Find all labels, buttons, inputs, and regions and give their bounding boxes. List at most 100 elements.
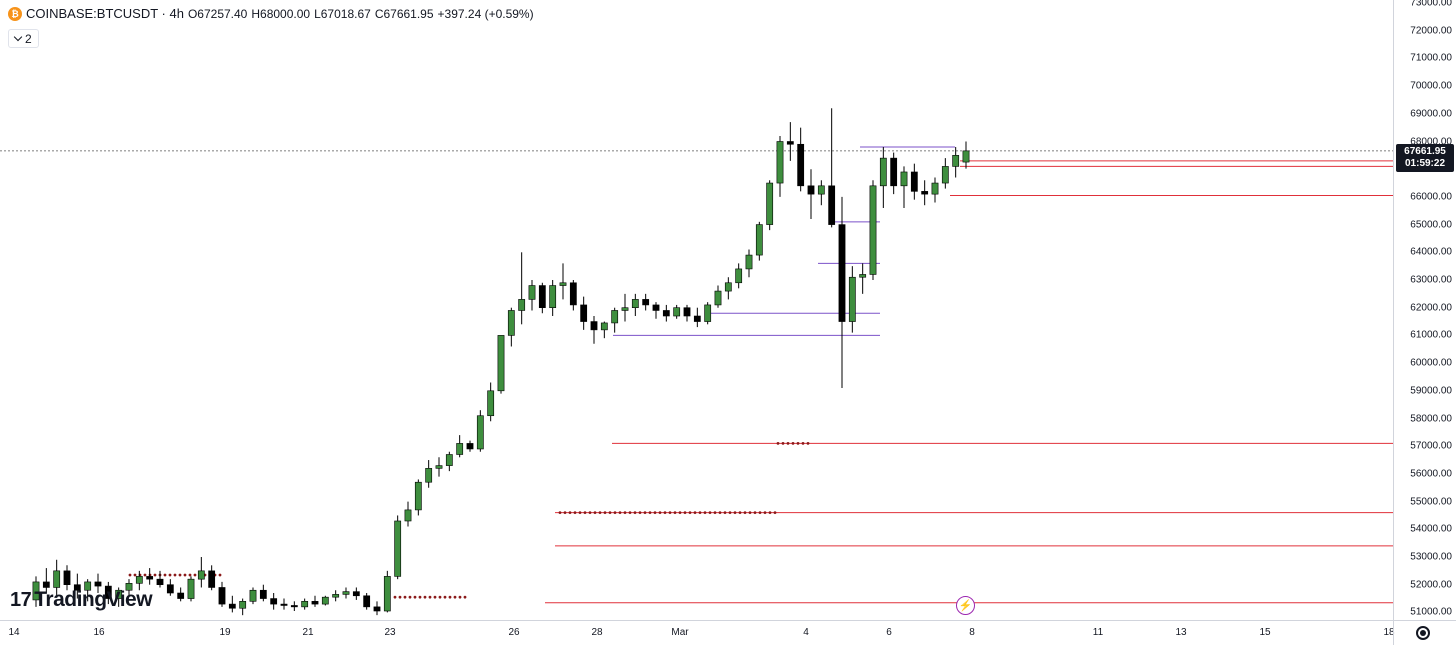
- price-tick-label: 56000.00: [1410, 468, 1452, 480]
- price-tick-label: 72000.00: [1410, 25, 1452, 37]
- lightning-icon[interactable]: ⚡: [956, 596, 975, 615]
- liquidity-dot: [448, 595, 452, 599]
- symbol-title[interactable]: COINBASE:BTCUSDT · 4h: [26, 6, 184, 21]
- liquidity-dot: [678, 511, 682, 515]
- bullish-candle: [673, 307, 681, 317]
- liquidity-dot: [748, 511, 752, 515]
- bullish-candle: [559, 282, 567, 286]
- bullish-candle: [755, 224, 763, 256]
- liquidity-dot: [776, 442, 780, 445]
- candlestick-chart[interactable]: [0, 0, 1393, 620]
- indicators-collapse-button[interactable]: 2: [8, 29, 39, 48]
- bearish-candle: [218, 587, 226, 605]
- liquidity-dot: [428, 595, 432, 599]
- liquidity-dot: [688, 511, 692, 515]
- liquidity-dot: [781, 442, 785, 445]
- bullish-candle: [53, 570, 61, 588]
- tradingview-mark-icon: 17: [10, 588, 32, 611]
- bullish-candle: [239, 601, 247, 609]
- price-scale[interactable]: 73000.00 72000.00 71000.00 70000.00 69000.00…: [1393, 0, 1456, 620]
- tradingview-logo[interactable]: 17 TradingView: [10, 588, 153, 612]
- bullish-candle: [125, 583, 133, 591]
- bullish-candle: [745, 254, 753, 270]
- price-tick-label: 62000.00: [1410, 302, 1452, 314]
- price-tick-label: 66000.00: [1410, 191, 1452, 203]
- bullish-candle: [518, 299, 526, 311]
- liquidity-dot: [786, 442, 790, 445]
- liquidity-dot: [733, 511, 737, 515]
- price-tick-label: 51000.00: [1410, 606, 1452, 618]
- current-price-badge: 67661.95 01:59:22: [1396, 144, 1454, 172]
- liquidity-dot: [393, 595, 397, 599]
- liquidity-dot: [633, 511, 637, 515]
- liquidity-dot: [443, 595, 447, 599]
- bullish-candle: [135, 576, 143, 584]
- liquidity-dot: [791, 442, 795, 445]
- liquidity-dot: [408, 595, 412, 599]
- chart-settings-corner[interactable]: [1393, 620, 1456, 645]
- bullish-candle: [197, 570, 205, 580]
- liquidity-dot: [163, 573, 167, 577]
- liquidity-dot: [128, 573, 132, 577]
- liquidity-dot: [638, 511, 642, 515]
- time-scale[interactable]: 14 16 19 21 23 26 28 Mar 4 6 8 11 13 15 18: [0, 620, 1395, 645]
- liquidity-dot: [403, 595, 407, 599]
- bullish-candle: [487, 390, 495, 417]
- bullish-candle: [724, 282, 732, 292]
- bullish-candle: [445, 454, 453, 466]
- bearish-candle: [921, 191, 929, 195]
- price-tick-label: 52000.00: [1410, 579, 1452, 591]
- liquidity-dot: [463, 595, 467, 599]
- bullish-candle: [497, 335, 505, 392]
- bullish-candle: [848, 276, 856, 322]
- bullish-candle: [249, 589, 257, 602]
- bearish-candle: [838, 224, 846, 322]
- bullish-candle: [611, 310, 619, 324]
- liquidity-dot: [558, 511, 562, 515]
- bearish-candle: [290, 605, 298, 608]
- bullish-candle: [301, 601, 309, 608]
- liquidity-dot: [728, 511, 732, 515]
- bullish-candle: [549, 285, 557, 309]
- liquidity-dot: [693, 511, 697, 515]
- bearish-candle: [94, 581, 102, 587]
- symbol-legend: ₿ COINBASE:BTCUSDT · 4h O67257.40 H68000…: [8, 6, 534, 21]
- price-tick-label: 61000.00: [1410, 329, 1452, 341]
- settings-gear-icon[interactable]: [1416, 626, 1430, 640]
- high-value: H68000.00: [251, 6, 311, 21]
- chart-pane[interactable]: ₿ COINBASE:BTCUSDT · 4h O67257.40 H68000…: [0, 0, 1393, 620]
- time-tick-label: 13: [1175, 627, 1187, 638]
- bearish-candle: [208, 570, 216, 588]
- time-tick-label: 15: [1259, 627, 1271, 638]
- price-tick-label: 55000.00: [1410, 496, 1452, 508]
- liquidity-dot: [603, 511, 607, 515]
- liquidity-dot: [183, 573, 187, 577]
- liquidity-dot: [568, 511, 572, 515]
- time-tick-label: 11: [1092, 627, 1104, 638]
- price-tick-label: 53000.00: [1410, 551, 1452, 563]
- bearish-candle: [228, 603, 236, 609]
- bullish-candle: [704, 304, 712, 322]
- liquidity-dot: [438, 595, 442, 599]
- liquidity-dot: [738, 511, 742, 515]
- bar-countdown: 01:59:22: [1404, 158, 1446, 169]
- bearish-candle: [569, 282, 577, 306]
- bullish-candle: [869, 185, 877, 275]
- liquidity-dot: [133, 573, 137, 577]
- liquidity-dot: [458, 595, 462, 599]
- bullish-candle: [187, 578, 195, 599]
- liquidity-dot: [743, 511, 747, 515]
- price-tick-label: 65000.00: [1410, 219, 1452, 231]
- bearish-candle: [683, 307, 691, 317]
- bullish-candle: [714, 290, 722, 306]
- bearish-candle: [890, 157, 898, 187]
- bearish-candle: [166, 584, 174, 594]
- liquidity-dot: [178, 573, 182, 577]
- liquidity-dot: [663, 511, 667, 515]
- bearish-candle: [693, 315, 701, 322]
- liquidity-dot: [173, 573, 177, 577]
- liquidity-dot: [723, 511, 727, 515]
- liquidity-dot: [218, 573, 222, 577]
- liquidity-dot: [453, 595, 457, 599]
- indicator-count: 2: [25, 31, 32, 46]
